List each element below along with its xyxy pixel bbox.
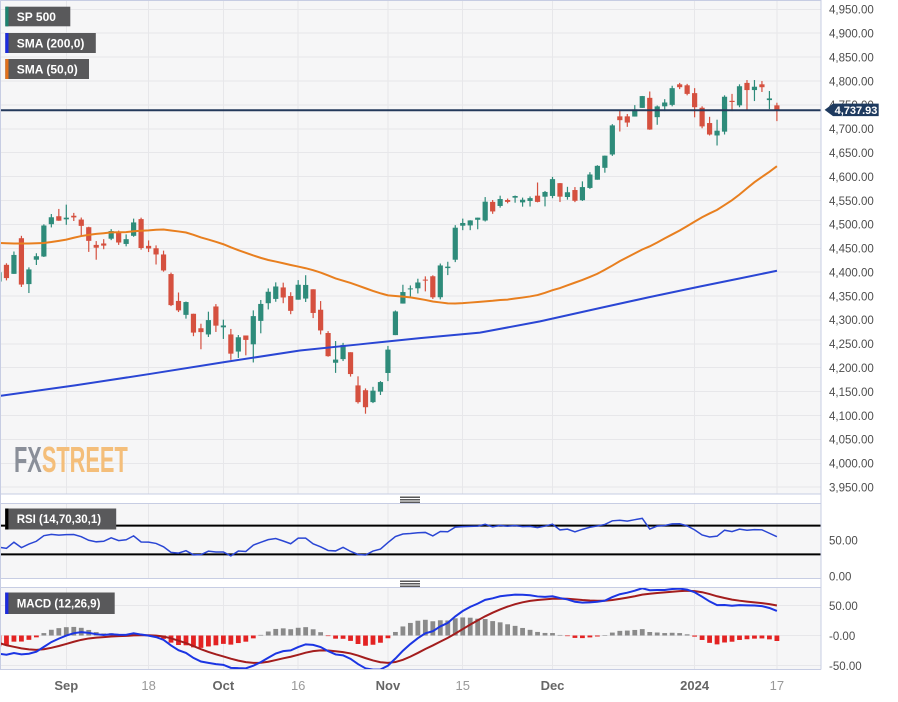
svg-text:17: 17 xyxy=(770,678,784,693)
svg-text:4,700.00: 4,700.00 xyxy=(829,124,874,136)
svg-text:4,250.00: 4,250.00 xyxy=(829,339,874,351)
svg-text:Oct: Oct xyxy=(213,678,235,693)
svg-text:SMA (50,0): SMA (50,0) xyxy=(17,62,78,76)
svg-text:4,600.00: 4,600.00 xyxy=(829,172,874,184)
svg-text:Dec: Dec xyxy=(541,678,565,693)
svg-text:18: 18 xyxy=(141,678,155,693)
svg-text:15: 15 xyxy=(456,678,470,693)
svg-text:Sep: Sep xyxy=(54,678,78,693)
svg-text:4,850.00: 4,850.00 xyxy=(829,52,874,64)
svg-text:3,950.00: 3,950.00 xyxy=(829,483,874,495)
svg-text:4,100.00: 4,100.00 xyxy=(829,411,874,423)
svg-text:4,150.00: 4,150.00 xyxy=(829,387,874,399)
svg-text:4,650.00: 4,650.00 xyxy=(829,148,874,160)
svg-text:50.00: 50.00 xyxy=(829,535,858,547)
svg-text:SP 500: SP 500 xyxy=(17,10,56,24)
svg-text:4,950.00: 4,950.00 xyxy=(829,5,874,17)
svg-text:50.00: 50.00 xyxy=(829,601,858,613)
svg-text:4,500.00: 4,500.00 xyxy=(829,220,874,232)
svg-text:Nov: Nov xyxy=(376,678,401,693)
svg-text:4,450.00: 4,450.00 xyxy=(829,244,874,256)
svg-text:FXSTREET: FXSTREET xyxy=(14,441,128,481)
svg-text:4,050.00: 4,050.00 xyxy=(829,435,874,447)
svg-text:4,550.00: 4,550.00 xyxy=(829,196,874,208)
svg-text:4,200.00: 4,200.00 xyxy=(829,363,874,375)
svg-text:-50.00: -50.00 xyxy=(829,661,862,673)
svg-text:4,400.00: 4,400.00 xyxy=(829,267,874,279)
svg-text:RSI (14,70,30,1): RSI (14,70,30,1) xyxy=(17,514,102,526)
svg-text:2024: 2024 xyxy=(680,678,710,693)
svg-text:4,350.00: 4,350.00 xyxy=(829,291,874,303)
svg-text:4,900.00: 4,900.00 xyxy=(829,28,874,40)
svg-text:16: 16 xyxy=(291,678,305,693)
svg-text:4,737.93: 4,737.93 xyxy=(835,105,878,117)
svg-text:4,300.00: 4,300.00 xyxy=(829,315,874,327)
svg-text:-0.00: -0.00 xyxy=(829,631,855,643)
svg-text:0.00: 0.00 xyxy=(829,571,851,583)
svg-text:4,800.00: 4,800.00 xyxy=(829,76,874,88)
svg-text:SMA (200,0): SMA (200,0) xyxy=(17,36,85,50)
svg-text:MACD (12,26,9): MACD (12,26,9) xyxy=(17,598,101,610)
svg-text:4,000.00: 4,000.00 xyxy=(829,459,874,471)
